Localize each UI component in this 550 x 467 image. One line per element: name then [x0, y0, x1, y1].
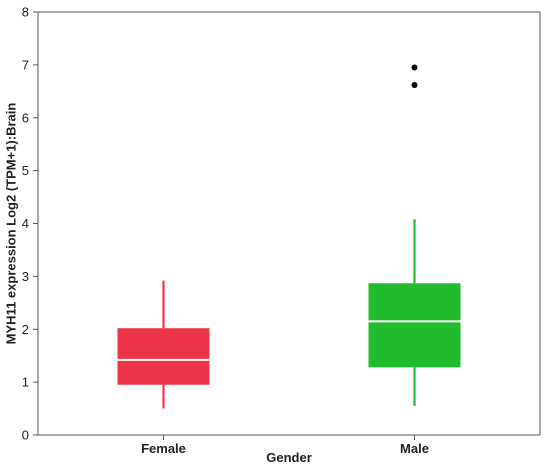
- interquartile-box: [117, 328, 210, 385]
- y-axis-title: MYH11 expression Log2 (TPM+1):Brain: [3, 103, 18, 345]
- y-tick-label: 1: [22, 375, 29, 390]
- box-series: [117, 64, 461, 409]
- y-axis-ticks: 0 1 2 3 4 5 6 7 8: [22, 5, 38, 443]
- y-tick-label: 2: [22, 322, 29, 337]
- box-male: [368, 64, 461, 406]
- outlier-point: [411, 64, 418, 71]
- interquartile-box: [368, 283, 461, 368]
- x-category-label: Female: [141, 441, 186, 456]
- y-tick-label: 5: [22, 163, 29, 178]
- plot-area-frame: [37, 11, 541, 436]
- y-tick-label: 3: [22, 269, 29, 284]
- box-female: [117, 280, 210, 409]
- y-tick-label: 8: [22, 5, 29, 20]
- x-axis-title: Gender: [266, 450, 312, 465]
- y-tick-label: 0: [22, 428, 29, 443]
- y-tick-label: 7: [22, 57, 29, 72]
- x-category-label: Male: [400, 441, 429, 456]
- y-tick-label: 4: [22, 216, 29, 231]
- y-tick-label: 6: [22, 110, 29, 125]
- x-axis-category-labels: Female Male: [141, 435, 429, 456]
- outlier-point: [411, 81, 418, 88]
